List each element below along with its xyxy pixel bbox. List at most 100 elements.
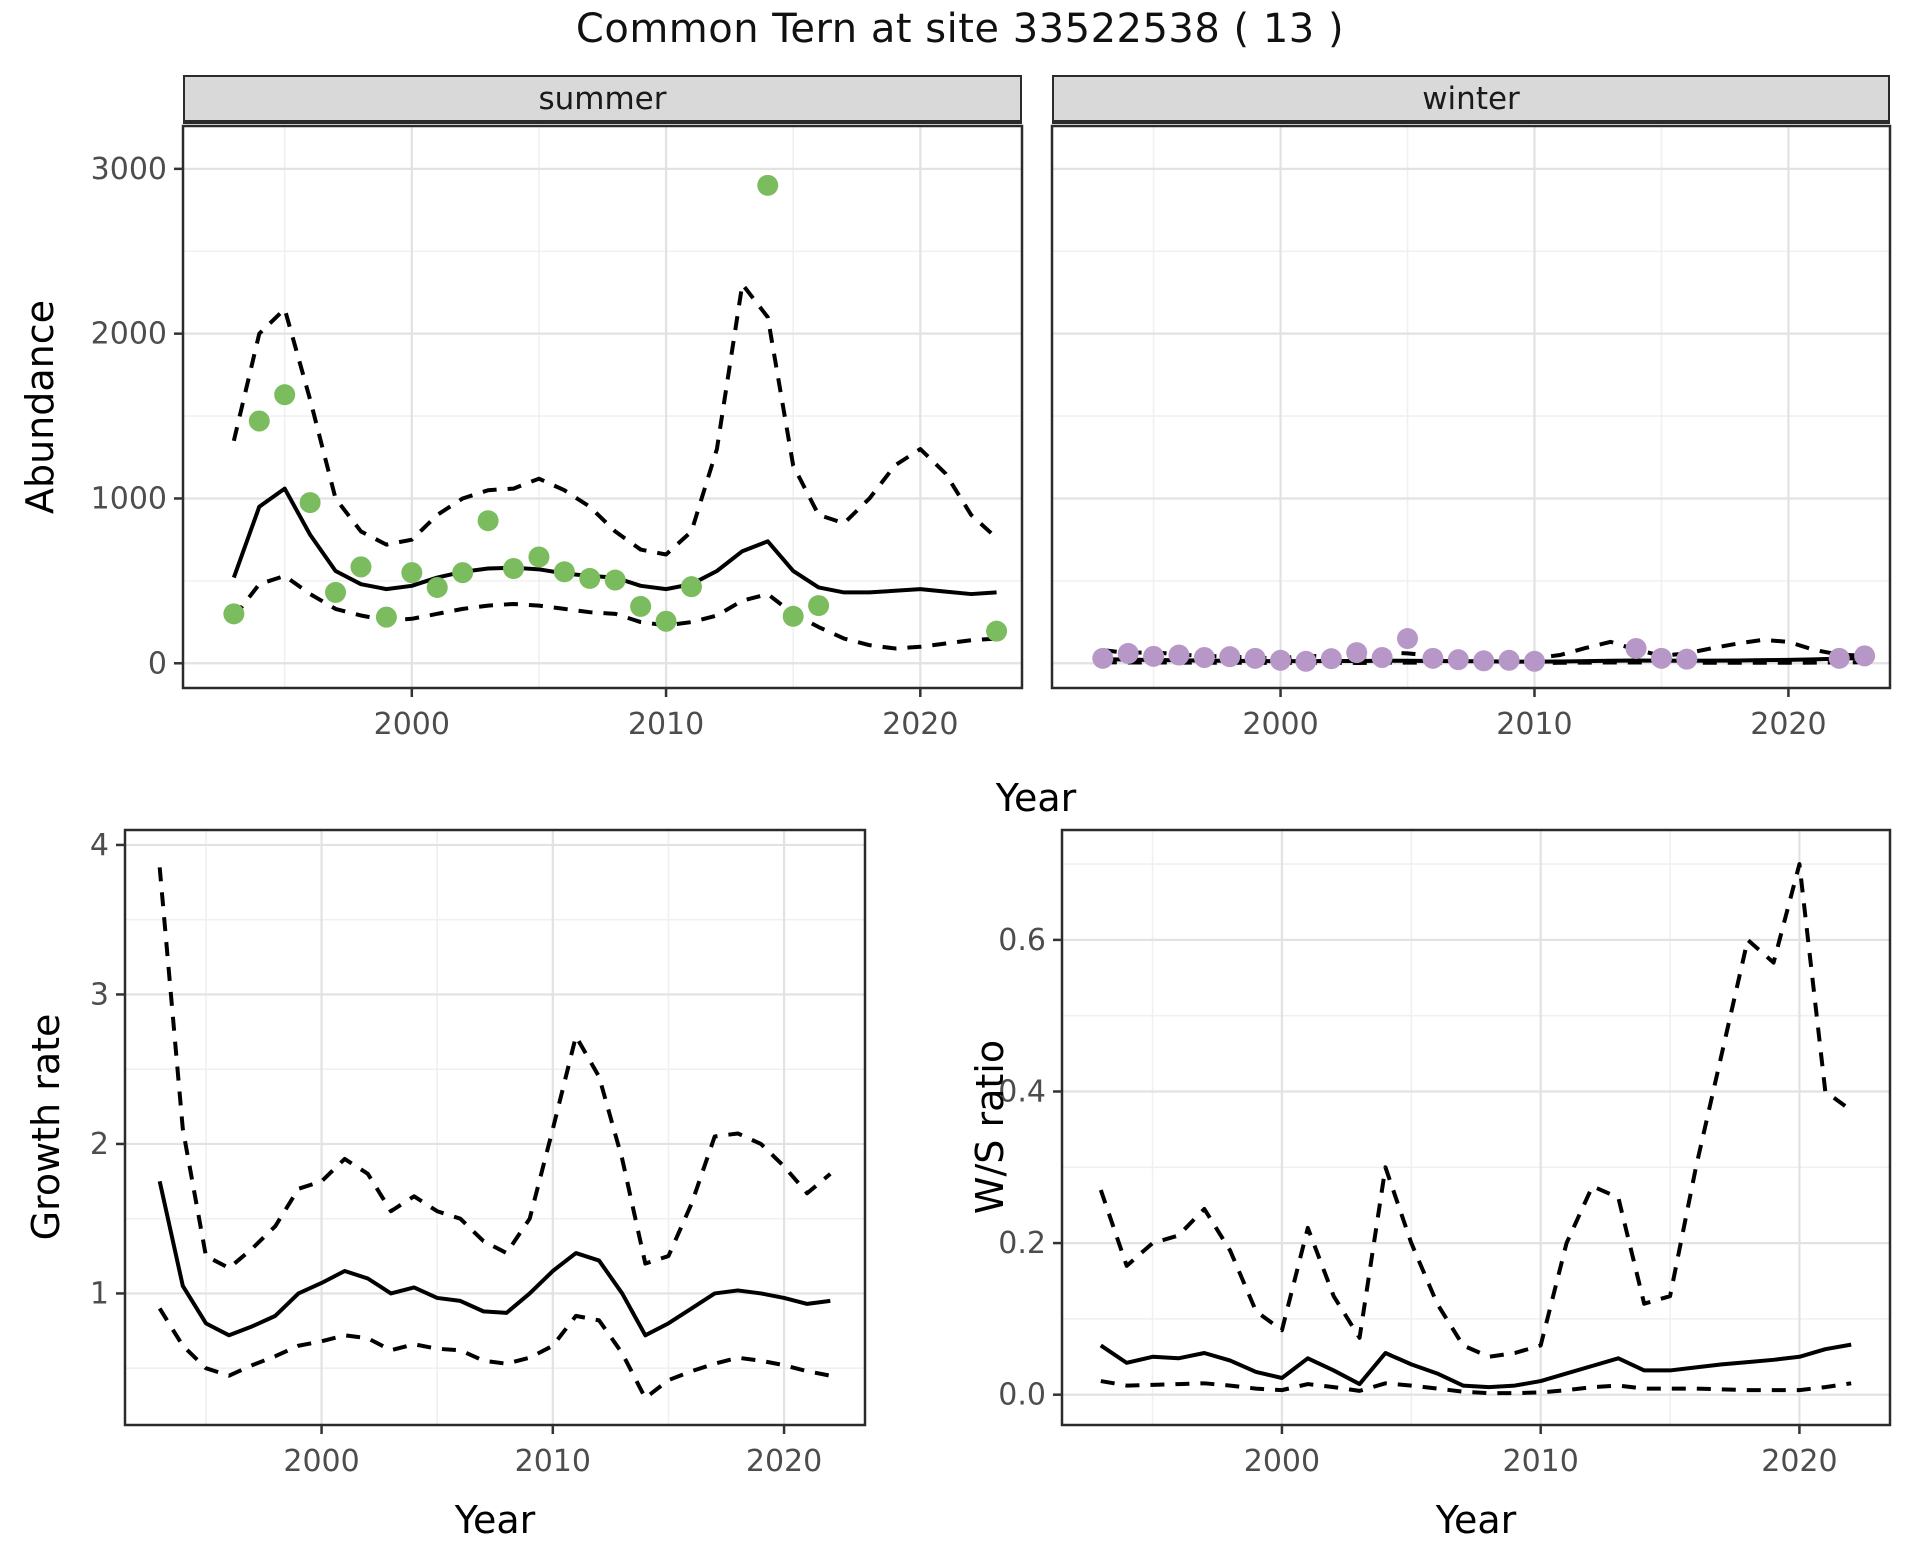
- y-tick-label: 0: [148, 646, 167, 681]
- y-axis-ws-ratio: 0.0 0.2 0.4 0.6: [998, 923, 1062, 1413]
- data-point: [1447, 649, 1469, 671]
- data-point: [1371, 647, 1393, 669]
- x-tick-label: 2000: [1242, 707, 1318, 742]
- x-axis-abundance-summer: 2000 2010 2020: [374, 688, 958, 742]
- data-point: [630, 595, 652, 617]
- data-point: [553, 561, 575, 583]
- data-point: [248, 410, 270, 432]
- facet-label-winter: winter: [1422, 80, 1520, 117]
- abundance-axis-title: Abundance: [18, 299, 62, 515]
- data-point: [1295, 650, 1317, 672]
- data-point: [1346, 642, 1368, 664]
- data-point: [604, 569, 626, 591]
- page-title: Common Tern at site 33522538 ( 13 ): [575, 6, 1345, 52]
- y-axis-growth-rate: 1 2 3 4: [90, 828, 125, 1311]
- y-tick-label: 2: [90, 1127, 109, 1162]
- data-point: [757, 174, 779, 196]
- data-point: [1270, 649, 1292, 671]
- obs-points-abundance-winter: [1092, 628, 1876, 672]
- y-tick-label: 1: [90, 1276, 109, 1311]
- data-point: [1244, 647, 1266, 669]
- data-point: [986, 620, 1008, 642]
- top-year-axis-title: Year: [995, 776, 1077, 820]
- ci-line-growth-rate: [157, 1307, 831, 1401]
- y-tick-label: 3: [90, 977, 109, 1012]
- data-point: [401, 562, 423, 584]
- x-tick-label: 2010: [628, 707, 704, 742]
- data-point: [1676, 648, 1698, 670]
- data-point: [680, 576, 702, 598]
- fit-line-growth-rate: [157, 1180, 831, 1338]
- x-tick-label: 2020: [746, 1444, 822, 1479]
- growth-year-axis-title: Year: [454, 1498, 536, 1542]
- ci-line-abundance-summer: [232, 573, 997, 651]
- data-point: [1397, 628, 1419, 650]
- panel-border: [1050, 124, 1892, 690]
- y-tick-label: 3000: [91, 152, 167, 187]
- data-point: [1625, 637, 1647, 659]
- x-tick-label: 2010: [515, 1444, 591, 1479]
- x-axis-ws-ratio: 2000 2010 2020: [1244, 1425, 1838, 1479]
- data-point: [452, 562, 474, 584]
- data-point: [1193, 647, 1215, 669]
- panel-border: [123, 828, 867, 1427]
- facet-strip-summer: summer: [183, 75, 1022, 124]
- obs-points-abundance-summer: [223, 174, 1008, 642]
- gridlines-minor: [1052, 126, 1890, 688]
- panel-abundance-summer: 2000 2010 2020 0 1000 2000 3000: [91, 124, 1024, 742]
- ci-line-abundance-summer: [231, 282, 998, 557]
- gridlines-major: [1062, 830, 1890, 1425]
- data-point: [350, 556, 372, 578]
- gridlines-minor: [125, 830, 865, 1425]
- ci-line-ws-ratio: [1098, 862, 1853, 1359]
- panel-abundance-winter: 2000 2010 2020: [1050, 124, 1892, 742]
- data-point: [1219, 646, 1241, 668]
- x-tick-label: 2020: [1761, 1444, 1837, 1479]
- y-tick-label: 0.6: [998, 923, 1046, 958]
- facet-label-summer: summer: [538, 80, 667, 117]
- data-point: [223, 603, 245, 625]
- growth-rate-axis-title: Growth rate: [24, 1013, 68, 1241]
- data-point: [808, 595, 830, 617]
- gridlines-minor: [183, 126, 1022, 688]
- data-point: [375, 606, 397, 628]
- x-tick-label: 2000: [283, 1444, 359, 1479]
- data-point: [1854, 645, 1876, 667]
- data-point: [1092, 647, 1114, 669]
- data-point: [579, 567, 601, 589]
- facet-strip-winter: winter: [1052, 75, 1890, 124]
- data-point: [655, 610, 677, 632]
- data-point: [299, 492, 321, 514]
- y-axis-abundance-summer: 0 1000 2000 3000: [91, 152, 183, 681]
- data-point: [1320, 648, 1342, 670]
- y-tick-label: 0.4: [998, 1074, 1046, 1109]
- y-tick-label: 0.2: [998, 1226, 1046, 1261]
- data-point: [1143, 645, 1165, 667]
- data-point: [1117, 642, 1139, 664]
- x-axis-growth-rate: 2000 2010 2020: [283, 1425, 822, 1479]
- y-tick-label: 1000: [91, 481, 167, 516]
- x-tick-label: 2000: [374, 707, 450, 742]
- data-point: [782, 605, 804, 627]
- data-point: [1498, 649, 1520, 671]
- data-point: [1523, 650, 1545, 672]
- data-point: [426, 576, 448, 598]
- x-tick-label: 2020: [882, 707, 958, 742]
- x-tick-label: 2000: [1244, 1444, 1320, 1479]
- data-point: [1422, 647, 1444, 669]
- x-tick-label: 2010: [1496, 707, 1572, 742]
- panel-growth-rate: 2000 2010 2020 1 2 3 4: [90, 828, 867, 1479]
- ci-line-ws-ratio: [1100, 1379, 1852, 1396]
- gridlines-major: [183, 126, 1022, 688]
- data-point: [528, 546, 550, 568]
- ci-line-growth-rate: [157, 867, 832, 1271]
- panel-border: [1060, 828, 1892, 1427]
- x-tick-label: 2020: [1750, 707, 1826, 742]
- data-point: [477, 510, 499, 532]
- data-point: [274, 384, 296, 406]
- y-tick-label: 0.0: [998, 1378, 1046, 1413]
- data-point: [1168, 644, 1190, 666]
- gridlines-minor: [1062, 830, 1890, 1425]
- x-tick-label: 2010: [1503, 1444, 1579, 1479]
